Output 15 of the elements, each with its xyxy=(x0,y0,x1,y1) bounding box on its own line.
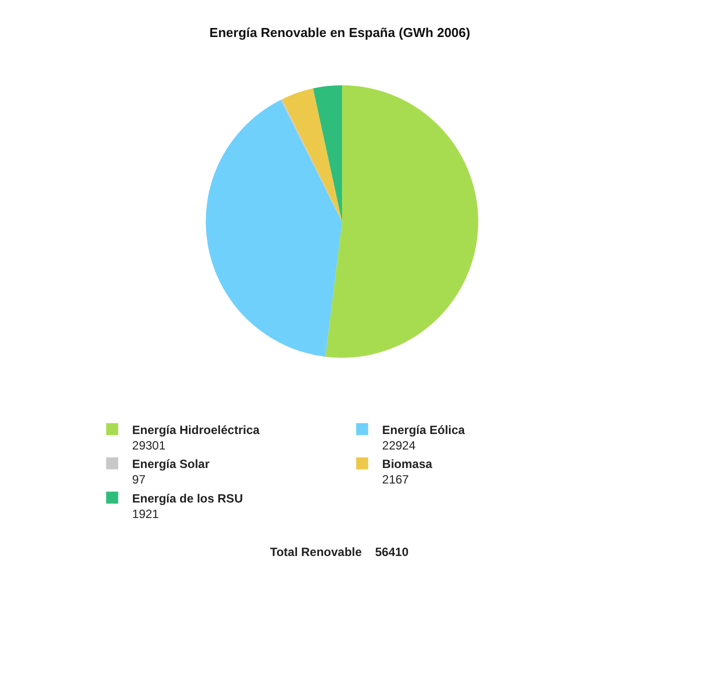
data-label: 2167 xyxy=(382,472,410,487)
legend-label: Energía Hidroeléctrica xyxy=(132,422,260,437)
legend-label: Biomasa xyxy=(382,457,433,472)
data-label: 22924 xyxy=(382,438,416,452)
legend-label: Energía Solar xyxy=(132,457,210,472)
legend-label: Energía de los RSU xyxy=(132,491,243,506)
pie-slice xyxy=(206,100,342,357)
chart-title: Energía Renovable en España (GWh 2006) xyxy=(209,24,470,40)
pie-slice xyxy=(313,85,342,222)
data-label: 97 xyxy=(132,472,146,487)
pie-slice xyxy=(325,85,478,358)
data-label: 1921 xyxy=(132,506,160,521)
data-label: 29301 xyxy=(132,438,166,452)
legend-label: Energía Eólica xyxy=(382,422,466,437)
text: Total Renovable 56410 xyxy=(270,545,409,559)
